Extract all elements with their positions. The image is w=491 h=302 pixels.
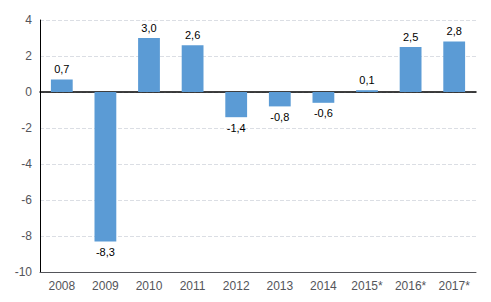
svg-text:3,0: 3,0 [141, 22, 156, 34]
svg-text:2008: 2008 [48, 279, 75, 293]
svg-text:2: 2 [25, 49, 32, 63]
svg-text:-0,6: -0,6 [314, 107, 333, 119]
svg-text:4: 4 [25, 13, 32, 27]
svg-text:-2: -2 [21, 121, 32, 135]
svg-text:2013: 2013 [266, 279, 293, 293]
svg-text:-8,3: -8,3 [96, 246, 115, 258]
svg-text:2015*: 2015* [351, 279, 383, 293]
svg-text:-1,4: -1,4 [227, 122, 246, 134]
svg-text:2,8: 2,8 [447, 25, 462, 37]
svg-text:2,5: 2,5 [403, 31, 418, 43]
svg-text:2012: 2012 [223, 279, 250, 293]
svg-text:-10: -10 [15, 265, 33, 279]
svg-text:-6: -6 [21, 193, 32, 207]
svg-text:0: 0 [25, 85, 32, 99]
svg-text:0,7: 0,7 [54, 63, 69, 75]
svg-text:-4: -4 [21, 157, 32, 171]
svg-text:2010: 2010 [136, 279, 163, 293]
svg-text:2,6: 2,6 [185, 29, 200, 41]
svg-text:-8: -8 [21, 229, 32, 243]
svg-text:2016*: 2016* [395, 279, 427, 293]
svg-text:2017*: 2017* [439, 279, 471, 293]
svg-text:0,1: 0,1 [359, 74, 374, 86]
svg-text:2009: 2009 [92, 279, 119, 293]
svg-text:2011: 2011 [180, 279, 206, 293]
svg-text:2014: 2014 [310, 279, 337, 293]
svg-text:-0,8: -0,8 [270, 111, 289, 123]
